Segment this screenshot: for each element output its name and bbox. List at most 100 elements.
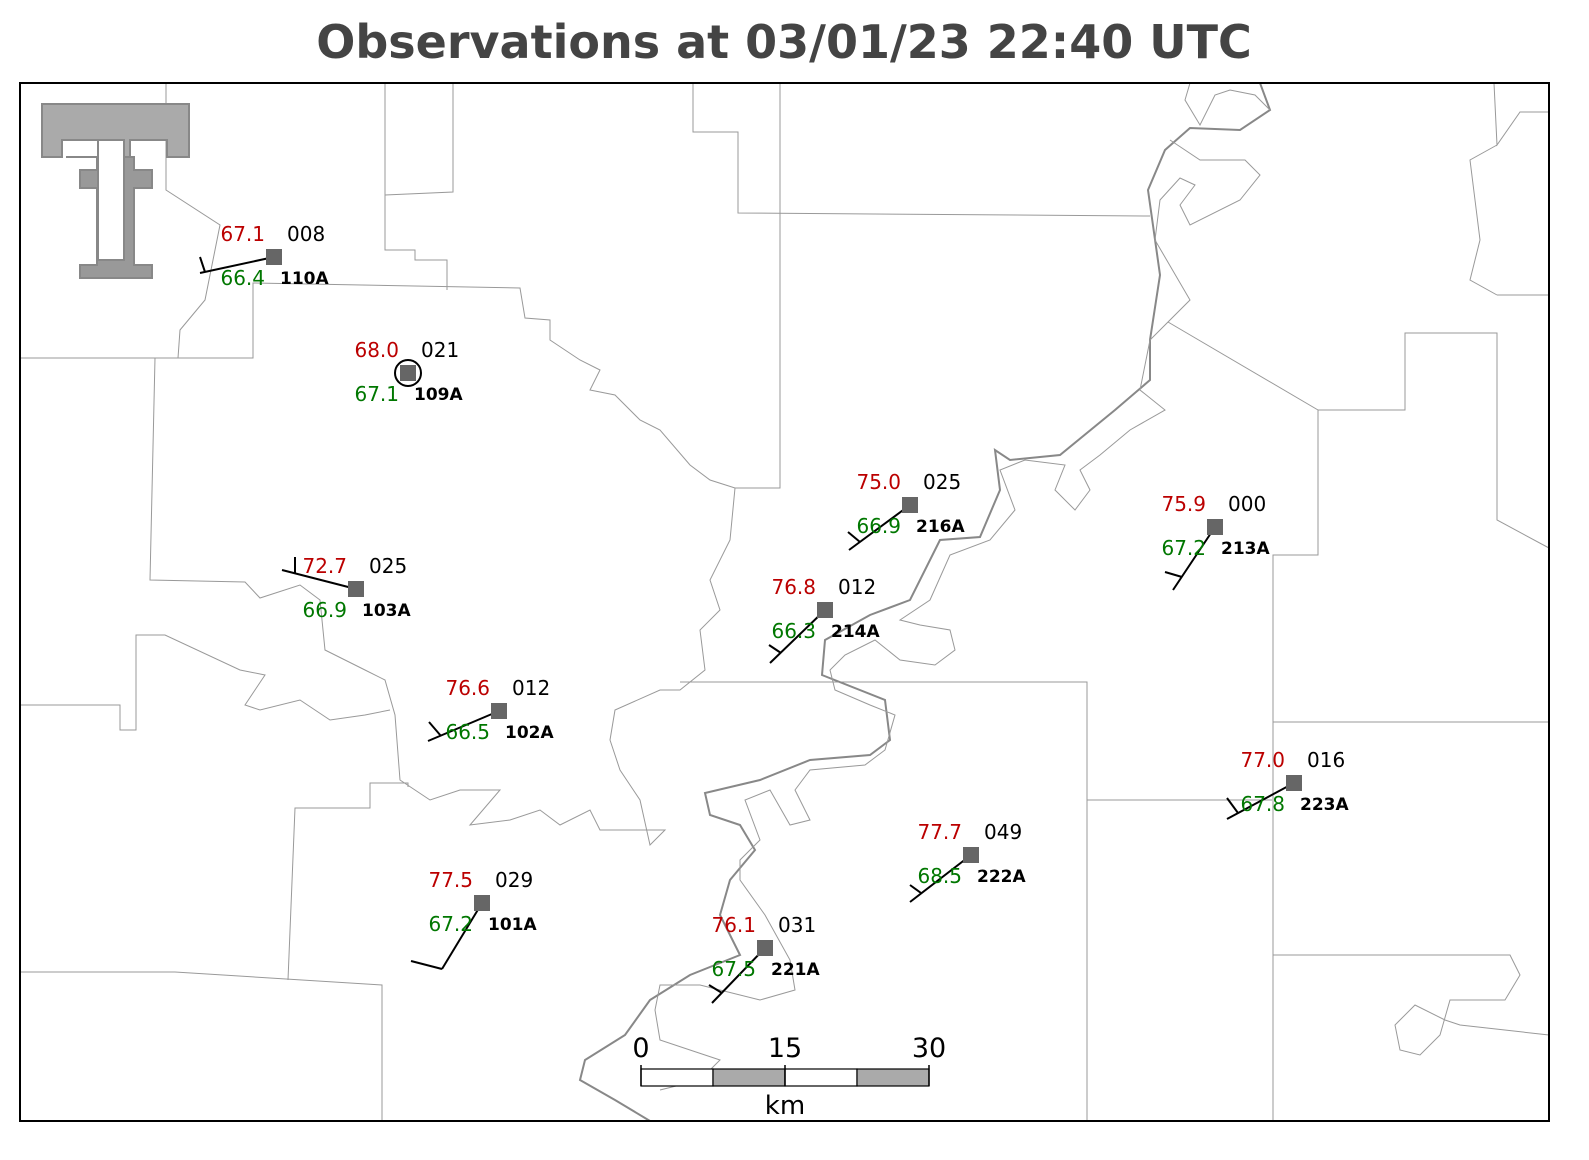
station-marker xyxy=(1286,775,1302,791)
title: Observations at 03/01/23 22:40 UTC xyxy=(316,15,1251,69)
station: 77.0 016 67.8 223A xyxy=(1226,748,1349,820)
station: 67.1 008 66.4 110A xyxy=(199,222,329,290)
wind-barb xyxy=(1172,526,1216,591)
station: 72.7 025 66.9 103A xyxy=(281,554,411,622)
temperature: 76.1 xyxy=(711,913,756,937)
station-id: 214A xyxy=(831,622,880,642)
station-marker xyxy=(902,497,918,513)
station-id: 222A xyxy=(977,867,1026,887)
station-marker xyxy=(400,365,416,381)
pressure: 012 xyxy=(838,575,876,599)
station-id: 213A xyxy=(1221,539,1270,559)
station: 77.5 029 67.2 101A xyxy=(410,868,537,970)
wind-barb xyxy=(199,256,206,273)
station-id: 102A xyxy=(505,723,554,743)
pressure: 025 xyxy=(369,554,407,578)
scale-segment xyxy=(640,1068,714,1087)
station-marker xyxy=(474,895,490,911)
temperature: 76.6 xyxy=(445,676,490,700)
scale-segment xyxy=(784,1068,858,1087)
dewpoint: 66.4 xyxy=(220,266,265,290)
wind-barb xyxy=(1164,571,1183,578)
scale-segment xyxy=(856,1068,930,1087)
station: 76.1 031 67.5 221A xyxy=(708,913,820,1004)
station: 76.6 012 66.5 102A xyxy=(427,676,554,744)
station-plots: 67.1 008 66.4 110A 68.0 021 67.1 109A 72.7 025 66.… xyxy=(199,222,1349,1004)
station-marker xyxy=(1207,519,1223,535)
temperature: 77.5 xyxy=(428,868,473,892)
temperature: 67.1 xyxy=(220,222,265,246)
wind-barb xyxy=(1226,797,1239,814)
pressure: 012 xyxy=(512,676,550,700)
pressure: 000 xyxy=(1228,492,1266,516)
station-id: 216A xyxy=(916,517,965,537)
wind-barb xyxy=(428,721,442,737)
pressure: 049 xyxy=(984,820,1022,844)
pressure: 025 xyxy=(923,470,961,494)
temperature: 75.0 xyxy=(856,470,901,494)
wind-barb xyxy=(1226,782,1295,820)
station-marker xyxy=(963,847,979,863)
station-id: 223A xyxy=(1300,795,1349,815)
calm-wind-circle xyxy=(394,359,422,387)
station: 75.9 000 67.2 213A xyxy=(1161,492,1270,591)
scale-unit: km xyxy=(765,1091,805,1121)
wind-barb xyxy=(410,960,443,970)
wind-barb xyxy=(909,884,922,894)
wind-barb xyxy=(708,984,723,994)
temperature: 75.9 xyxy=(1161,492,1206,516)
station-marker xyxy=(757,940,773,956)
dewpoint: 68.5 xyxy=(917,864,962,888)
dewpoint: 66.3 xyxy=(771,619,816,643)
station-marker xyxy=(348,581,364,597)
dewpoint: 67.2 xyxy=(428,912,473,936)
dewpoint: 66.9 xyxy=(856,514,901,538)
map-frame xyxy=(19,82,1550,1122)
wind-barb xyxy=(769,609,826,664)
station-id: 103A xyxy=(362,601,411,621)
temperature: 68.0 xyxy=(354,338,399,362)
scale-tick-label: 15 xyxy=(768,1033,802,1064)
logo xyxy=(41,103,190,279)
wind-barb xyxy=(711,947,766,1004)
pressure: 031 xyxy=(778,913,816,937)
dewpoint: 67.5 xyxy=(711,957,756,981)
river xyxy=(578,82,1272,1122)
wind-barb xyxy=(199,256,275,274)
pressure: 029 xyxy=(495,868,533,892)
temperature: 77.0 xyxy=(1240,748,1285,772)
dewpoint: 66.9 xyxy=(302,598,347,622)
dewpoint: 67.2 xyxy=(1161,536,1206,560)
station: 77.7 049 68.5 222A xyxy=(909,820,1026,903)
temperature: 77.7 xyxy=(917,820,962,844)
dewpoint: 67.8 xyxy=(1240,792,1285,816)
station: 76.8 012 66.3 214A xyxy=(768,575,880,664)
station-id: 109A xyxy=(414,385,463,405)
station: 68.0 021 67.1 109A xyxy=(354,338,463,406)
temperature: 72.7 xyxy=(302,554,347,578)
station-id: 110A xyxy=(280,269,329,289)
county-lines xyxy=(20,82,1550,1121)
scale-tick-label: 30 xyxy=(912,1033,946,1064)
station-marker xyxy=(266,249,282,265)
wind-barb xyxy=(281,569,357,590)
pressure: 016 xyxy=(1307,748,1345,772)
temperature: 76.8 xyxy=(771,575,816,599)
dewpoint: 67.1 xyxy=(354,382,399,406)
station-id: 221A xyxy=(771,960,820,980)
wind-barb xyxy=(909,854,972,903)
pressure: 021 xyxy=(421,338,459,362)
wind-barb xyxy=(441,902,483,970)
scale-segment xyxy=(712,1068,786,1087)
wind-barb xyxy=(847,531,861,543)
scale-tick-label: 0 xyxy=(632,1033,649,1064)
scale-bar: 0 15 30 km xyxy=(632,1033,946,1121)
station-marker xyxy=(817,602,833,618)
wind-barb xyxy=(768,644,782,654)
station-marker xyxy=(491,703,507,719)
dewpoint: 66.5 xyxy=(445,720,490,744)
station: 75.0 025 66.9 216A xyxy=(847,470,965,551)
pressure: 008 xyxy=(287,222,325,246)
